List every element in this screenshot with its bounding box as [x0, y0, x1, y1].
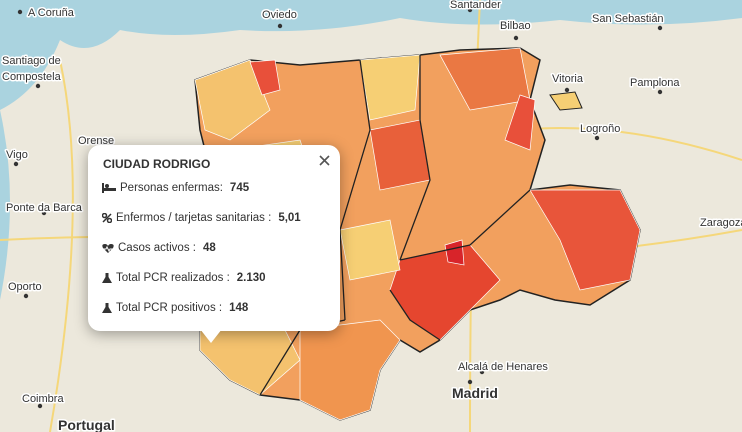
place-dot [657, 25, 663, 31]
sea [0, 110, 10, 300]
popup-row: Total PCR realizados : 2.130 [102, 272, 266, 284]
place-dot [479, 369, 485, 375]
place-dot [513, 35, 519, 41]
popup-row: Total PCR positivos : 148 [102, 302, 248, 314]
row-label: Personas enfermas: [120, 182, 223, 194]
popup-row: Enfermos / tarjetas sanitarias : 5,01 [102, 212, 301, 224]
place-label: Santiago de [2, 55, 61, 67]
row-value: 5,01 [278, 212, 301, 224]
popup-tip [200, 329, 222, 343]
place-label: Madrid [452, 385, 498, 401]
row-label: Total PCR realizados : [116, 272, 230, 284]
place-dot [594, 135, 600, 141]
place-dot [41, 210, 47, 216]
place-label: Santander [450, 0, 501, 11]
place-dot [467, 379, 473, 385]
place-label: Orense [78, 135, 114, 147]
place-label: Vigo [6, 149, 28, 161]
place-label: Logroño [580, 123, 620, 135]
place-dot [277, 23, 283, 29]
place-label: San Sebastián [592, 13, 664, 25]
place-dot [35, 83, 41, 89]
popup-row: Casos activos : 48 [102, 242, 216, 254]
place-dot [564, 87, 570, 93]
place-label: Oviedo [262, 9, 297, 21]
row-value: 148 [229, 302, 249, 314]
place-label: Bilbao [500, 20, 531, 32]
place-label: Ponte da Barca [6, 202, 83, 214]
row-label: Total PCR positivos : [116, 302, 223, 314]
place-label: Portugal [58, 417, 115, 432]
place-dot [467, 7, 473, 13]
place-label: Alcalá de Henares [458, 361, 548, 373]
place-label: Vitoria [552, 73, 584, 85]
enclave [549, 91, 583, 111]
place-label: Oporto [8, 281, 42, 293]
place-label: Coimbra [22, 393, 64, 405]
municipalities [194, 47, 641, 421]
popup: CIUDAD RODRIGO Personas enfermas: 745 Enf… [88, 145, 340, 331]
place-dot [23, 293, 29, 299]
place-dot [13, 161, 19, 167]
place-label: Pamplona [630, 77, 680, 89]
close-button[interactable] [319, 155, 330, 166]
row-label: Enfermos / tarjetas sanitarias : [116, 212, 272, 224]
row-value: 2.130 [236, 272, 266, 284]
place-label: A Coruña [28, 7, 75, 19]
row-value: 48 [202, 242, 216, 254]
popup-title: CIUDAD RODRIGO [103, 157, 211, 171]
place-dot [37, 403, 43, 409]
place-dot [17, 9, 23, 15]
popup-row: Personas enfermas: 745 [102, 182, 249, 194]
row-label: Casos activos : [118, 242, 196, 254]
row-value: 745 [229, 182, 250, 194]
place-label: Compostela [2, 71, 62, 83]
sea [0, 0, 742, 110]
place-label: Zaragoza [700, 217, 742, 229]
place-dot [657, 89, 663, 95]
